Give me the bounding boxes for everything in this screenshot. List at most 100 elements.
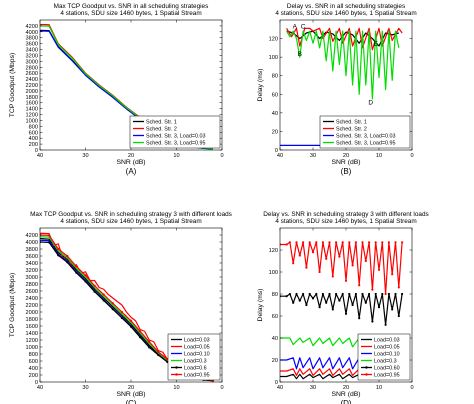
series-point (84, 280, 87, 283)
legend-box (319, 115, 411, 149)
series-point (75, 265, 78, 268)
legend-entry: Sched. Str. 3, Load=0.03 (336, 134, 396, 140)
legend-entry: Load=0.60 (374, 366, 400, 372)
y-tick-label: 2600 (26, 289, 38, 295)
series-point (338, 255, 341, 258)
series-point (361, 241, 364, 244)
series-point (315, 292, 318, 296)
legend: Load=0.03Load=0.05Load=0.10Load=0.3Load=… (167, 333, 221, 381)
series-point (305, 303, 308, 307)
x-tick-label: 40 (277, 153, 283, 159)
series-point (391, 308, 394, 311)
series-point (139, 330, 142, 333)
legend-marker (175, 373, 178, 376)
series-point (57, 254, 60, 257)
y-tick-label: 1200 (26, 113, 38, 119)
series-point (285, 243, 288, 246)
series-point (111, 308, 114, 311)
y-tick-label: 2000 (26, 89, 38, 95)
y-axis-label: TCP Goodput (Mbps) (9, 273, 16, 337)
x-axis-label: SNR (dB) (331, 391, 360, 398)
series-point (302, 241, 305, 244)
x-axis-label: SNR (dB) (116, 159, 145, 166)
y-tick-label: 800 (29, 352, 38, 358)
series-line-2 (286, 27, 403, 51)
series-point (318, 306, 321, 309)
series-point (384, 323, 387, 326)
legend-marker (175, 366, 178, 369)
series-point (344, 279, 348, 282)
annotation-label: A (293, 23, 298, 30)
y-tick-label: 0 (275, 148, 278, 154)
y-tick-label: 800 (29, 124, 38, 130)
series-point (157, 350, 160, 353)
x-tick-label: 0 (220, 153, 223, 159)
panel-label: (D) (340, 399, 351, 404)
series-point (381, 292, 384, 296)
x-tick-label: 10 (376, 385, 382, 391)
series-point (321, 241, 324, 244)
series-point (384, 292, 387, 296)
legend-box (357, 333, 411, 381)
y-tick-label: 1200 (26, 338, 38, 344)
series-point (328, 292, 331, 296)
legend-entry: Load=0.10 (374, 352, 400, 358)
series-point (361, 292, 364, 296)
series-point (338, 299, 341, 302)
series-point (120, 316, 123, 320)
y-tick-label: 2400 (26, 77, 38, 83)
y-tick-label: 20 (272, 129, 278, 135)
series-point (298, 254, 301, 257)
series-point (139, 336, 142, 339)
x-tick-label: 20 (343, 153, 349, 159)
legend-box (129, 115, 221, 149)
y-tick-label: 100 (269, 270, 278, 276)
series-point (102, 299, 105, 302)
x-axis-label: SNR (dB) (116, 391, 145, 398)
annotation-label: E (374, 41, 379, 48)
y-tick-label: 3800 (26, 247, 38, 253)
series-point (331, 308, 334, 311)
series-point (325, 301, 328, 304)
legend-entry: Sched. Str. 2 (146, 127, 177, 133)
series-point (348, 241, 351, 244)
series-point (75, 271, 78, 274)
y-tick-label: 1000 (26, 118, 38, 124)
series-point (391, 273, 394, 276)
legend-entry: Load=0.95 (184, 373, 210, 379)
series-line-5 (280, 293, 403, 326)
series-point (295, 241, 298, 244)
series-point (364, 301, 367, 304)
series-point (311, 251, 315, 254)
x-tick-label: 20 (343, 385, 349, 391)
series-point (57, 247, 60, 251)
series-point (48, 241, 51, 244)
y-tick-label: 80 (272, 74, 278, 80)
series-point (397, 286, 400, 289)
legend-entry: Sched. Str. 3, Load=0.03 (146, 134, 206, 140)
series-point (341, 241, 344, 244)
legend-entry: Sched. Str. 1 (336, 120, 367, 126)
series-point (368, 241, 371, 244)
chart-panel-a: Max TCP Goodput vs. SNR in all schedulin… (9, 3, 224, 176)
y-tick-label: 400 (29, 366, 38, 372)
series-point (93, 284, 96, 287)
series-point (354, 292, 357, 296)
chart-title-line: Max TCP Goodput vs. SNR in scheduling st… (30, 211, 232, 218)
y-tick-label: 4200 (26, 24, 38, 30)
y-tick-label: 200 (29, 373, 38, 379)
series-point (335, 292, 338, 296)
series-point (288, 241, 291, 244)
chart-title-line: 4 stations, SDU size 1460 bytes, 1 Spati… (60, 10, 201, 17)
y-tick-label: 2200 (26, 303, 38, 309)
series-point (288, 292, 291, 296)
y-tick-label: 1000 (26, 345, 38, 351)
y-tick-label: 1800 (26, 95, 38, 101)
series-point (48, 234, 51, 237)
series-point (387, 241, 390, 244)
x-tick-label: 0 (410, 385, 413, 391)
series-point (157, 353, 160, 357)
y-tick-label: 2200 (26, 83, 38, 89)
series-point (371, 320, 374, 323)
